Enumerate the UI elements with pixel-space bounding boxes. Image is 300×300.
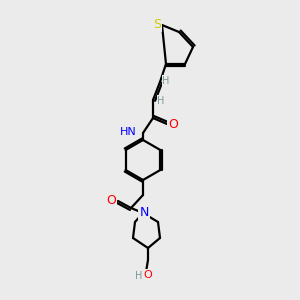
Text: H: H [157,96,165,106]
Text: N: N [139,206,149,218]
Text: S: S [153,17,161,31]
Text: H: H [135,271,142,281]
Text: O: O [168,118,178,130]
Text: HN: HN [120,127,137,137]
Text: H: H [162,76,170,86]
Text: O: O [144,270,152,280]
Text: O: O [106,194,116,206]
